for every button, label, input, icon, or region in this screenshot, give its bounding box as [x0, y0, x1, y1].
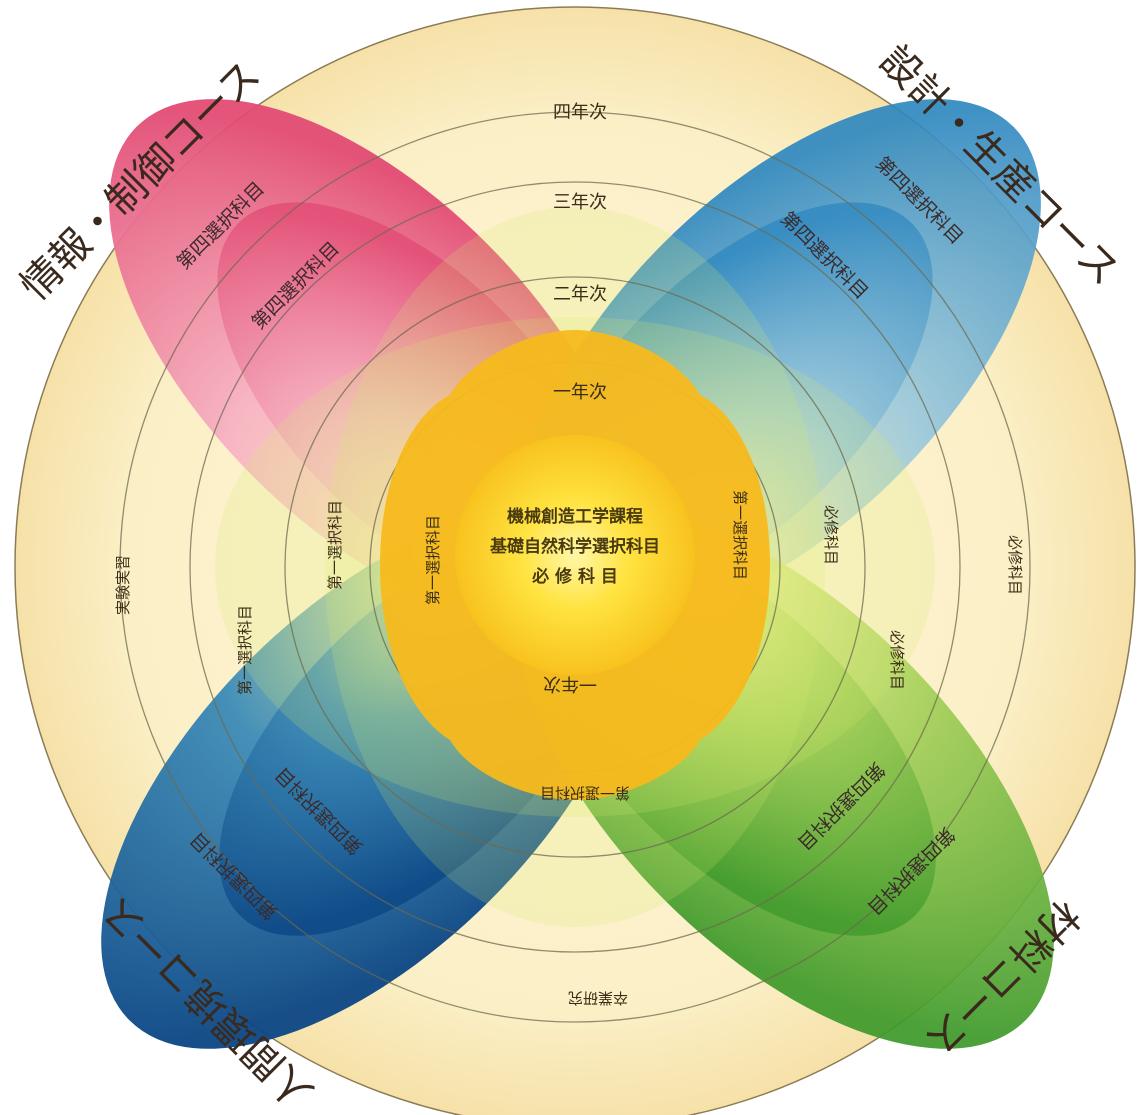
year-2-label: 二年次 — [553, 284, 607, 305]
inner-label-right: 第一選択科目 — [731, 490, 749, 580]
inner-label-left-2: 第一選択科目 — [326, 500, 344, 590]
side-label-left: 実験実習 — [114, 555, 132, 615]
inner-label-bottom: 第一選択科目 — [540, 784, 630, 802]
side-label-right-2: 必修科目 — [822, 505, 840, 565]
inner-label-bl-2: 第一選択科目 — [236, 605, 254, 695]
side-label-bottom: 卒業研究 — [568, 989, 628, 1007]
center-line-1: 機械創造工学課程 — [507, 506, 643, 527]
ring-year4 — [119, 111, 1031, 1023]
center-line-2: 基礎自然科学選択科目 — [489, 536, 660, 557]
side-label-right-3: 必修科目 — [888, 630, 906, 690]
center-line-3: 必 修 科 目 — [531, 566, 618, 587]
year-4-label: 四年次 — [553, 102, 607, 123]
ring-year3 — [189, 181, 961, 953]
core-circle — [455, 435, 695, 675]
inner-label-left: 第一選択科目 — [424, 515, 442, 605]
year-1-label: 一年次 — [553, 382, 607, 403]
ring-year2 — [284, 276, 866, 858]
year-1-bottom-label: 一年次 — [543, 673, 597, 694]
year-3-label: 三年次 — [553, 192, 607, 213]
side-label-right: 必修科目 — [1006, 535, 1024, 595]
